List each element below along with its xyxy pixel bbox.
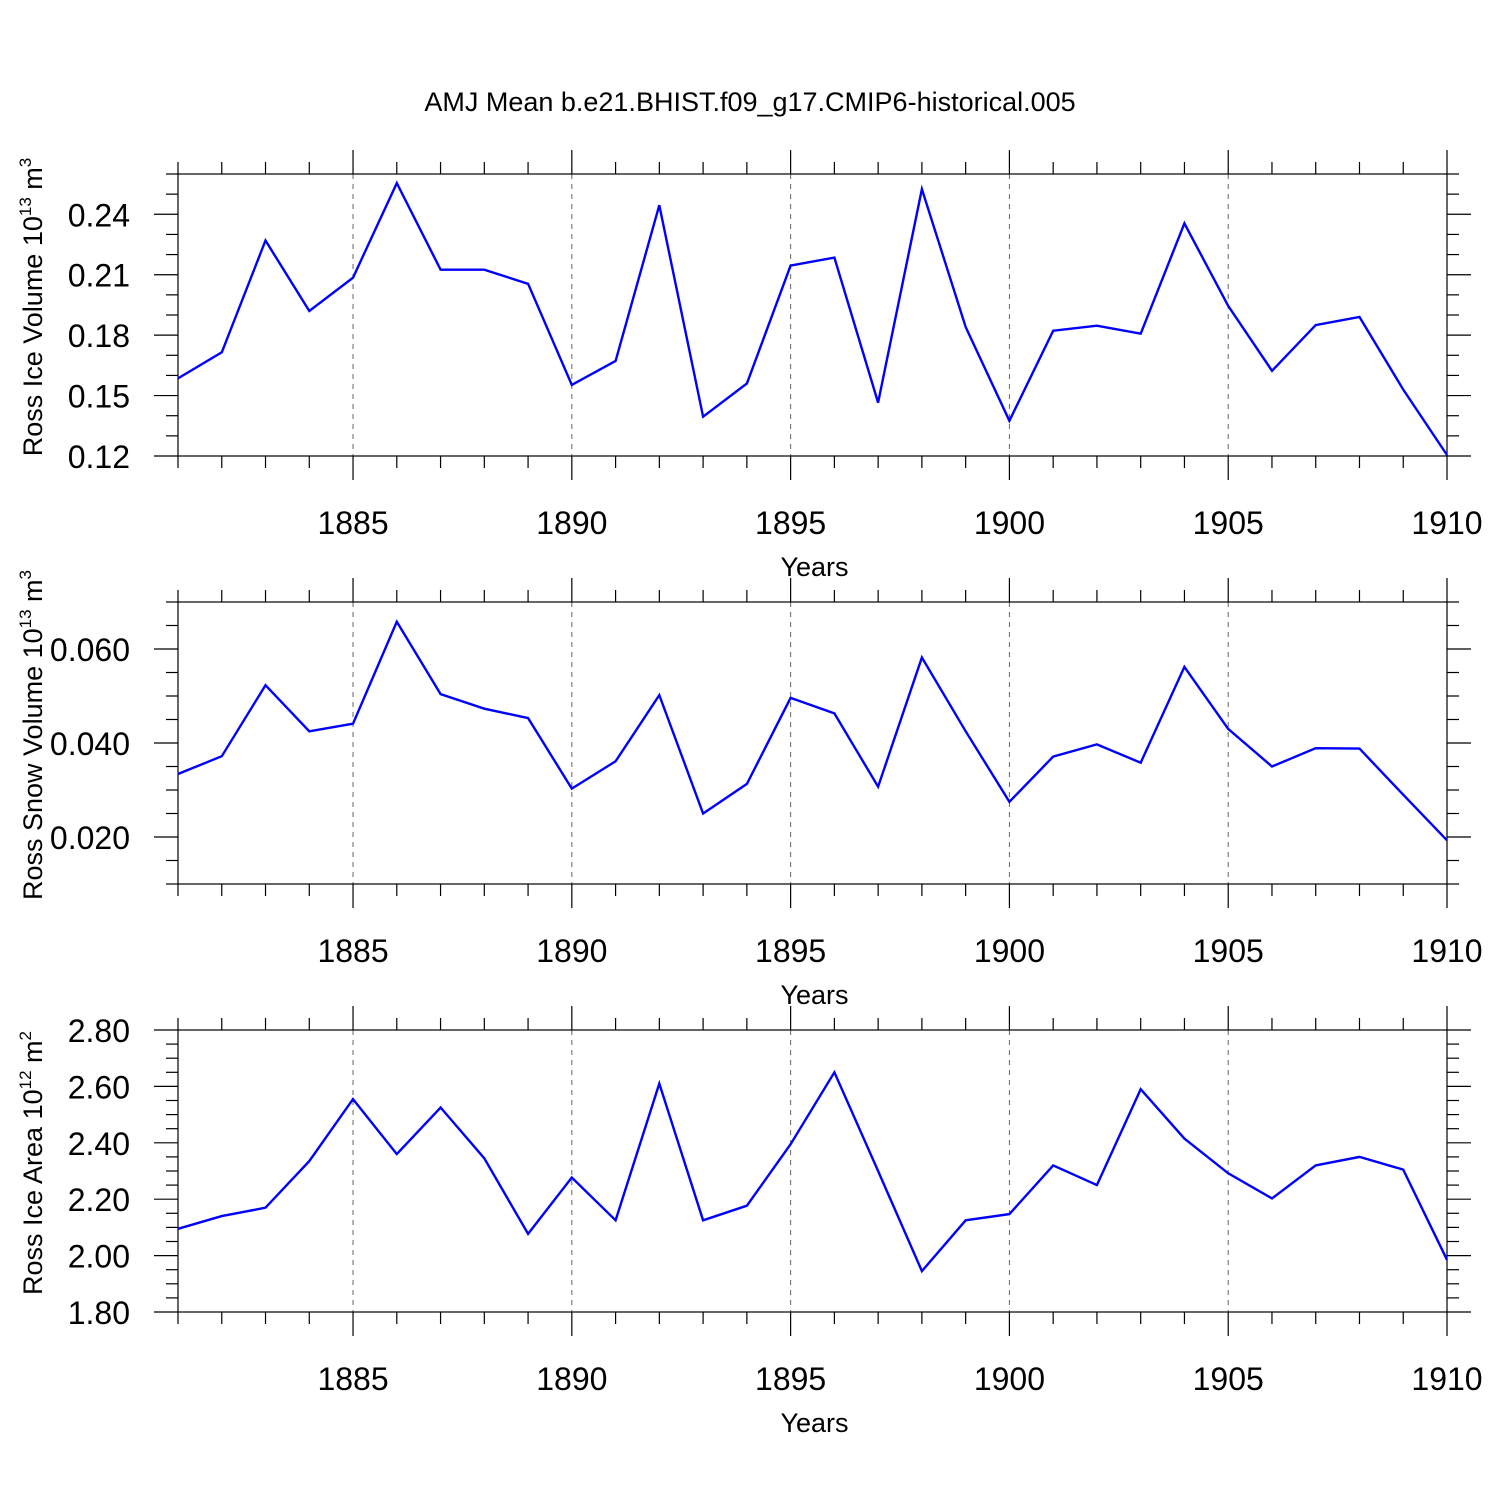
x-tick-label-1890: 1890 xyxy=(536,933,607,969)
y-tick-label: 2.20 xyxy=(68,1182,130,1218)
x-tick-label-1910: 1910 xyxy=(1411,933,1482,969)
chart-title: AMJ Mean b.e21.BHIST.f09_g17.CMIP6-histo… xyxy=(424,87,1075,117)
x-tick-label-1885: 1885 xyxy=(317,505,388,541)
x-tick-label-1910: 1910 xyxy=(1411,1361,1482,1397)
y-tick-label: 2.80 xyxy=(68,1013,130,1049)
panel-3: 1885 1890 1895 1900 1905 1910 1.80 2.00 2.20 2.40… xyxy=(16,1006,1483,1438)
x-tick-label-1900: 1900 xyxy=(974,933,1045,969)
y-tick-label: 0.020 xyxy=(50,820,130,856)
x-tick-label-1895: 1895 xyxy=(755,1361,826,1397)
y-tick-label: 0.21 xyxy=(68,258,130,294)
y-axis-label: Ross Ice Area 1012 m2 xyxy=(16,1031,48,1295)
x-axis-label: Years xyxy=(780,980,848,1010)
x-tick-label-1895: 1895 xyxy=(755,933,826,969)
panels: 1885 1890 1895 1900 1905 1910 0.12 0.15 0.18 0.21… xyxy=(16,150,1483,1438)
x-tick-label-1900: 1900 xyxy=(974,1361,1045,1397)
y-tick-label: 0.12 xyxy=(68,439,130,475)
x-tick-label-1900: 1900 xyxy=(974,505,1045,541)
panel-2: 1885 1890 1895 1900 1905 1910 0.020 0.040 0.060 Y… xyxy=(16,570,1483,1010)
plot-frame xyxy=(177,173,1448,457)
x-tick-label-1895: 1895 xyxy=(755,505,826,541)
x-tick-label-1890: 1890 xyxy=(536,1361,607,1397)
y-tick-label: 0.15 xyxy=(68,379,130,415)
y-tick-label: 0.060 xyxy=(50,632,130,668)
x-tick-label-1885: 1885 xyxy=(317,933,388,969)
series-line xyxy=(177,1069,1449,1274)
x-tick-label-1885: 1885 xyxy=(317,1361,388,1397)
y-tick-label: 2.40 xyxy=(68,1126,130,1162)
y-tick-label: 0.18 xyxy=(68,318,130,354)
panel-1: 1885 1890 1895 1900 1905 1910 0.12 0.15 0.18 0.21… xyxy=(16,150,1483,582)
y-tick-label: 2.60 xyxy=(68,1069,130,1105)
y-axis-label: Ross Ice Volume 1013 m3 xyxy=(16,158,48,457)
y-tick-label: 0.24 xyxy=(68,197,130,233)
x-tick-label-1905: 1905 xyxy=(1193,505,1264,541)
plot-frame xyxy=(177,601,1448,885)
x-axis-label: Years xyxy=(780,1408,848,1438)
y-axis-label: Ross Snow Volume 1013 m3 xyxy=(16,570,48,900)
plot-frame xyxy=(177,1029,1448,1313)
x-tick-label-1905: 1905 xyxy=(1193,1361,1264,1397)
y-tick-label: 0.040 xyxy=(50,726,130,762)
y-tick-label: 1.80 xyxy=(68,1295,130,1331)
x-tick-label-1905: 1905 xyxy=(1193,933,1264,969)
y-tick-label: 2.00 xyxy=(68,1239,130,1275)
x-tick-label-1910: 1910 xyxy=(1411,505,1482,541)
series-line xyxy=(177,619,1448,842)
series-line xyxy=(177,180,1448,456)
x-tick-label-1890: 1890 xyxy=(536,505,607,541)
x-axis-label: Years xyxy=(780,552,848,582)
